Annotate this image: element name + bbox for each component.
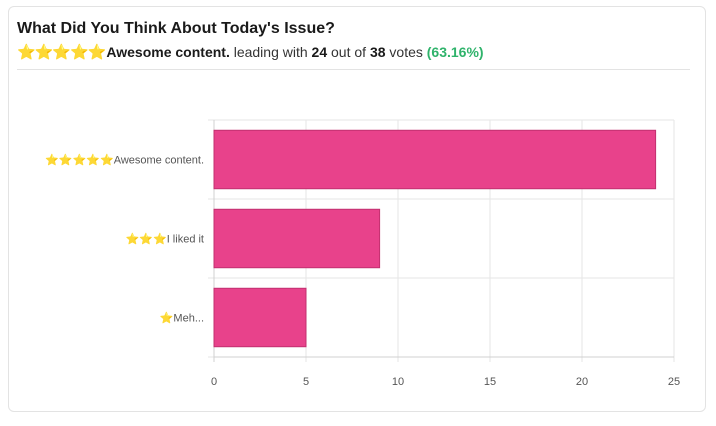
header-divider	[17, 69, 690, 70]
leader-label: Awesome content.	[106, 44, 230, 60]
x-tick-label: 5	[303, 376, 309, 388]
leader-percent: (63.16%)	[426, 44, 484, 60]
bar	[213, 129, 657, 190]
x-tick-label: 10	[392, 376, 404, 388]
category-label: ⭐Meh...	[160, 312, 204, 325]
x-tick-label: 0	[211, 376, 217, 388]
poll-title: What Did You Think About Today's Issue?	[17, 20, 335, 37]
summary-text-leading: leading with	[229, 44, 312, 60]
poll-summary: ⭐⭐⭐⭐⭐ Awesome content. leading with 24 o…	[17, 43, 484, 61]
bar	[213, 287, 307, 348]
x-tick-label: 25	[668, 376, 680, 388]
summary-text-out-of: out of	[327, 44, 370, 60]
leader-votes: 24	[311, 44, 328, 60]
x-tick-label: 20	[576, 376, 588, 388]
category-label: ⭐⭐⭐I liked it	[126, 233, 204, 246]
summary-text-votes: votes	[385, 44, 427, 60]
x-tick-label: 15	[484, 376, 496, 388]
leader-stars-icon: ⭐⭐⭐⭐⭐	[17, 44, 106, 61]
total-votes: 38	[369, 44, 386, 60]
bar	[213, 208, 381, 269]
category-label: ⭐⭐⭐⭐⭐Awesome content.	[45, 154, 204, 167]
